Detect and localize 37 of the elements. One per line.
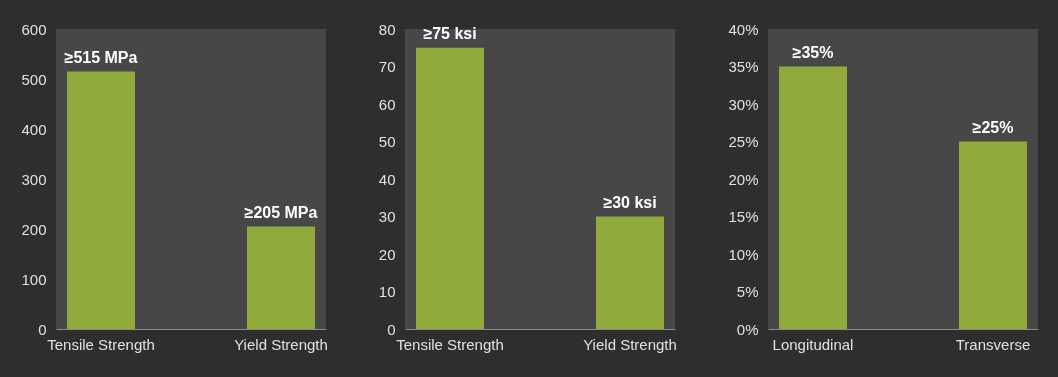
x-tick-label: Yield Strength <box>583 335 677 353</box>
y-tick-label: 600 <box>21 20 47 38</box>
y-tick-label: 0% <box>736 320 759 338</box>
y-tick-label: 20 <box>378 245 396 263</box>
data-label: ≥75 ksi <box>423 24 477 42</box>
x-tick-label: Tensile Strength <box>396 335 504 353</box>
y-tick-label: 0 <box>387 320 396 338</box>
y-tick-label: 25% <box>728 133 759 150</box>
data-label: ≥30 ksi <box>603 193 657 211</box>
y-tick-label: 50 <box>378 133 396 150</box>
y-tick-label: 0 <box>38 320 47 338</box>
x-tick-label: Transverse <box>955 335 1031 353</box>
x-tick-label: Tensile Strength <box>47 335 155 353</box>
y-tick-label: 10 <box>378 283 396 300</box>
y-tick-label: 30% <box>728 95 759 113</box>
y-tick-label: 15% <box>728 208 759 225</box>
x-tick-label: Yield Strength <box>234 335 328 353</box>
y-tick-label: 100 <box>21 270 47 288</box>
data-label: ≥515 MPa <box>64 48 138 66</box>
y-tick-label: 80 <box>378 20 396 38</box>
y-tick-label: 500 <box>21 70 47 88</box>
y-tick-label: 10% <box>728 245 759 263</box>
y-tick-label: 60 <box>378 95 396 113</box>
y-tick-label: 20% <box>728 170 759 188</box>
data-label: ≥35% <box>792 43 834 61</box>
y-tick-label: 5% <box>736 283 759 300</box>
data-label: ≥205 MPa <box>244 203 318 221</box>
y-tick-label: 400 <box>21 120 47 138</box>
y-tick-label: 200 <box>21 220 47 238</box>
y-tick-label: 35% <box>728 58 759 75</box>
data-label: ≥25% <box>972 118 1014 136</box>
y-tick-label: 70 <box>378 58 396 75</box>
x-tick-label: Longitudinal <box>772 335 854 353</box>
y-tick-label: 30 <box>378 208 396 225</box>
y-tick-label: 300 <box>21 170 47 188</box>
y-tick-label: 40 <box>378 170 396 188</box>
y-tick-label: 40% <box>728 20 759 38</box>
